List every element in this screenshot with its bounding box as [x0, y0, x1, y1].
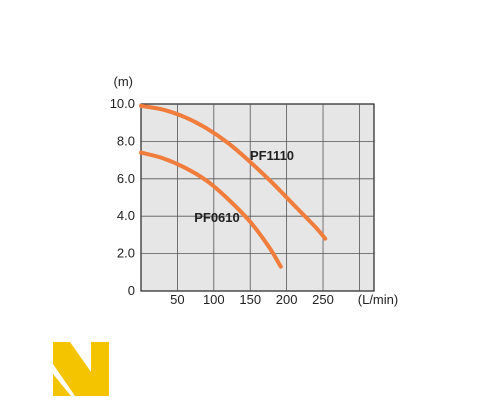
x-tick-label: 50	[170, 292, 184, 307]
brand-logo-icon	[53, 342, 109, 396]
series-label-pf1110: PF1110	[250, 148, 294, 163]
x-axis-unit-label: (L/min)	[358, 292, 398, 307]
x-tick-label: 200	[276, 292, 298, 307]
y-tick-label: 4.0	[117, 208, 135, 223]
y-tick-label: 0	[128, 283, 135, 298]
series-label-pf0610: PF0610	[194, 210, 240, 225]
x-tick-label: 250	[312, 292, 334, 307]
axis-layer: 0 2.0 4.0 6.0 8.0 10.0 50 100 150 200 250	[110, 96, 334, 307]
series-layer: PF1110 PF0610	[139, 103, 328, 269]
y-tick-label: 2.0	[117, 246, 135, 261]
series-line-pf0610	[139, 150, 283, 269]
y-tick-label: 10.0	[110, 96, 135, 111]
plot-area	[140, 103, 375, 292]
series-line-pf1110	[139, 103, 328, 241]
y-tick-label: 6.0	[117, 171, 135, 186]
y-axis-unit-label: (m)	[114, 74, 134, 89]
x-tick-label: 150	[239, 292, 261, 307]
y-tick-label: 8.0	[117, 133, 135, 148]
x-tick-label: 100	[203, 292, 225, 307]
